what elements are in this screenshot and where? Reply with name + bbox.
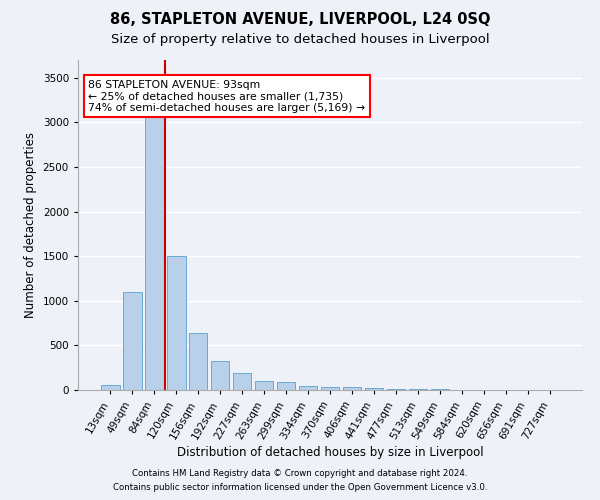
Bar xyxy=(299,386,317,390)
Bar xyxy=(365,388,383,390)
Text: 86, STAPLETON AVENUE, LIVERPOOL, L24 0SQ: 86, STAPLETON AVENUE, LIVERPOOL, L24 0SQ xyxy=(110,12,490,28)
Text: 86 STAPLETON AVENUE: 93sqm
← 25% of detached houses are smaller (1,735)
74% of s: 86 STAPLETON AVENUE: 93sqm ← 25% of deta… xyxy=(88,80,365,113)
Bar xyxy=(343,388,361,390)
Bar xyxy=(277,382,295,390)
Bar xyxy=(233,372,251,390)
Bar xyxy=(255,381,274,390)
Bar xyxy=(386,388,405,390)
Bar xyxy=(167,256,185,390)
Text: Contains public sector information licensed under the Open Government Licence v3: Contains public sector information licen… xyxy=(113,484,487,492)
Bar xyxy=(101,384,119,390)
Bar xyxy=(409,389,427,390)
Text: Size of property relative to detached houses in Liverpool: Size of property relative to detached ho… xyxy=(110,32,490,46)
Bar xyxy=(123,292,142,390)
Bar xyxy=(189,333,208,390)
Bar xyxy=(145,87,164,390)
Y-axis label: Number of detached properties: Number of detached properties xyxy=(24,132,37,318)
Bar xyxy=(320,387,340,390)
X-axis label: Distribution of detached houses by size in Liverpool: Distribution of detached houses by size … xyxy=(176,446,484,459)
Bar xyxy=(211,362,229,390)
Text: Contains HM Land Registry data © Crown copyright and database right 2024.: Contains HM Land Registry data © Crown c… xyxy=(132,468,468,477)
